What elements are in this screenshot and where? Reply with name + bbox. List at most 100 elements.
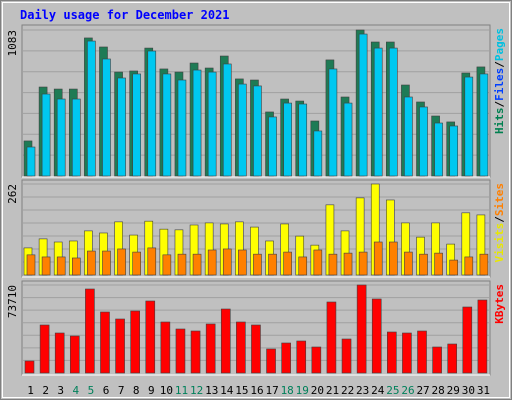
bar xyxy=(356,284,367,374)
bar xyxy=(283,251,292,276)
legend-item: Pages xyxy=(493,28,506,61)
bar xyxy=(177,253,187,276)
bar xyxy=(358,251,368,276)
bar xyxy=(464,256,474,276)
bar xyxy=(419,106,428,177)
bar xyxy=(177,79,187,177)
x-tick-label: 15 xyxy=(235,384,248,397)
bar xyxy=(160,321,171,374)
bar xyxy=(117,77,126,177)
bar xyxy=(102,250,111,276)
x-tick-label: 23 xyxy=(356,384,369,397)
bar xyxy=(238,249,247,276)
bar xyxy=(464,76,474,177)
chart-title: Daily usage for December 2021 xyxy=(20,8,230,22)
x-tick-label: 22 xyxy=(341,384,354,397)
bar xyxy=(326,301,337,374)
bar xyxy=(389,241,398,276)
bar xyxy=(447,343,458,374)
bar xyxy=(222,248,232,276)
bar xyxy=(462,306,473,374)
y-tick-label: 73710 xyxy=(6,285,19,318)
bar xyxy=(238,83,247,177)
legend-item: Visits xyxy=(493,223,506,263)
bar xyxy=(87,40,96,177)
bar xyxy=(404,96,413,177)
bar xyxy=(373,241,383,276)
bar xyxy=(145,300,156,374)
bar xyxy=(132,73,141,177)
bar xyxy=(389,47,398,177)
bar xyxy=(162,73,172,177)
bar xyxy=(268,116,277,177)
bar xyxy=(402,332,412,374)
x-tick-label: 18 xyxy=(281,384,294,397)
bar xyxy=(253,85,262,177)
legend-item: Hits xyxy=(493,108,506,135)
bar xyxy=(419,253,428,276)
bar xyxy=(71,98,81,177)
bar xyxy=(371,298,382,374)
x-tick-label: 13 xyxy=(205,384,218,397)
bar xyxy=(266,348,276,374)
bar xyxy=(358,33,368,177)
bar xyxy=(236,321,246,374)
bar xyxy=(283,102,292,177)
x-tick-label: 6 xyxy=(103,384,110,397)
bar xyxy=(41,93,51,177)
legend: Visits/Sites xyxy=(493,183,506,263)
bar xyxy=(373,47,383,177)
x-tick-label: 2 xyxy=(42,384,49,397)
bar xyxy=(434,252,443,276)
x-tick-label: 5 xyxy=(88,384,95,397)
legend-item: / xyxy=(493,216,506,223)
bar xyxy=(268,253,277,276)
bar xyxy=(432,346,442,374)
bar xyxy=(479,73,489,177)
bar xyxy=(85,288,95,374)
bar xyxy=(253,253,262,276)
x-tick-label: 16 xyxy=(250,384,263,397)
bar xyxy=(417,330,427,374)
x-tick-label: 25 xyxy=(386,384,399,397)
bar xyxy=(192,253,202,276)
x-tick-label: 19 xyxy=(296,384,309,397)
x-tick-label: 21 xyxy=(326,384,339,397)
x-tick-label: 11 xyxy=(175,384,188,397)
bar xyxy=(222,63,232,177)
bar xyxy=(56,98,66,177)
legend-item: / xyxy=(493,61,506,68)
bar xyxy=(296,340,307,374)
bar xyxy=(477,299,488,374)
bar xyxy=(100,311,110,374)
bar xyxy=(298,103,308,177)
bar xyxy=(192,69,202,177)
bar xyxy=(328,253,338,276)
x-tick-label: 30 xyxy=(462,384,475,397)
bar xyxy=(56,256,66,276)
bar xyxy=(313,130,323,177)
bar xyxy=(54,332,65,374)
bar xyxy=(39,324,50,374)
bar xyxy=(24,360,35,374)
x-tick-label: 31 xyxy=(477,384,490,397)
bar xyxy=(343,252,353,276)
bar xyxy=(434,122,443,177)
bar xyxy=(281,342,291,374)
bar xyxy=(26,146,36,177)
legend-item: / xyxy=(493,101,506,108)
y-tick-label: 262 xyxy=(6,184,19,204)
bar xyxy=(162,254,172,276)
bar xyxy=(71,257,81,276)
bar xyxy=(251,324,261,374)
bar xyxy=(41,256,51,276)
bar xyxy=(190,330,201,374)
x-tick-label: 17 xyxy=(265,384,278,397)
bar xyxy=(205,323,216,374)
bar xyxy=(311,346,322,374)
x-tick-label: 1 xyxy=(27,384,34,397)
x-tick-label: 26 xyxy=(401,384,414,397)
bar xyxy=(115,318,125,374)
bar xyxy=(175,328,186,374)
